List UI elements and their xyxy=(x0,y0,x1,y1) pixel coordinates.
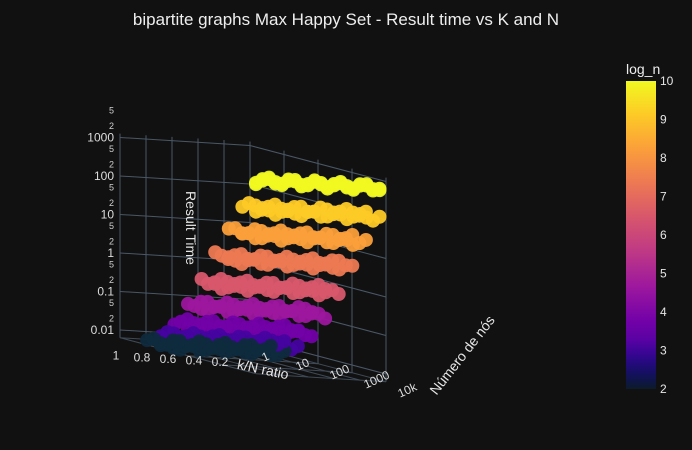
x-tick-label: 0.2 xyxy=(212,355,229,369)
colorbar-tick-label: 3 xyxy=(660,344,667,358)
z-minor-tick-label: 2 xyxy=(109,236,114,246)
colorbar-tick-label: 7 xyxy=(660,190,667,204)
z-tick-label: 0.01 xyxy=(91,323,115,337)
colorbar-tick-label: 2 xyxy=(660,382,667,396)
data-point xyxy=(181,296,195,311)
colorbar-tick-label: 6 xyxy=(660,228,667,242)
data-point xyxy=(221,221,236,236)
x-tick-label: 0.8 xyxy=(134,350,151,364)
data-point xyxy=(140,333,155,348)
z-tick-label: 0.1 xyxy=(97,285,114,299)
floor-gridline xyxy=(221,364,353,374)
x-tick-label: 1 xyxy=(113,349,120,363)
z-minor-tick-label: 5 xyxy=(109,221,114,231)
z-tick-label: 1 xyxy=(107,246,114,260)
y-tick-label: 10k xyxy=(396,379,420,400)
colorbar-title: log_n xyxy=(626,61,660,77)
data-point xyxy=(208,245,223,260)
data-point xyxy=(235,199,250,214)
colorbar-tick-label: 5 xyxy=(660,267,667,281)
z-axis-title: Result Time xyxy=(183,191,199,265)
data-points xyxy=(140,170,387,363)
y-tick-label: 10 xyxy=(294,355,312,373)
colorbar-tick-label: 8 xyxy=(660,151,667,165)
z-minor-tick-label: 2 xyxy=(109,313,114,323)
colorbar-tick-label: 10 xyxy=(660,74,674,88)
colorbar: log_n 2 3 4 5 6 7 8 9 10 xyxy=(626,61,674,396)
colorbar-dark-end xyxy=(626,340,656,389)
z-tick-label: 1000 xyxy=(87,131,114,145)
colorbar-ticks: 2 3 4 5 6 7 8 9 10 xyxy=(660,74,674,396)
chart-title: bipartite graphs Max Happy Set - Result … xyxy=(133,10,559,29)
z-minor-tick-label: 5 xyxy=(109,260,114,270)
y-axis-title: Número de nós xyxy=(426,312,498,397)
colorbar-tick-label: 9 xyxy=(660,113,667,127)
z-minor-tick-label: 2 xyxy=(109,159,114,169)
z-minor-tick-label: 2 xyxy=(109,275,114,285)
x-tick-label: 0.6 xyxy=(160,352,177,366)
floor-gridline xyxy=(255,373,387,383)
z-minor-tick-label: 2 xyxy=(109,198,114,208)
data-point xyxy=(194,271,209,286)
x-tick-label: 0.4 xyxy=(186,354,203,368)
z-minor-tick-label: 5 xyxy=(109,183,114,193)
colorbar-tick-label: 4 xyxy=(660,305,667,319)
z-minor-tick-label: 5 xyxy=(109,106,114,116)
x-axis-ticks: 0.2 0.4 0.6 0.8 1 xyxy=(113,349,229,369)
colorbar-gradient xyxy=(626,81,656,389)
data-point xyxy=(249,175,263,190)
z-tick-label: 10 xyxy=(101,208,115,222)
y-tick-label: 1000 xyxy=(362,368,392,392)
z-gridline xyxy=(119,137,387,182)
z-minor-tick-label: 2 xyxy=(109,121,114,131)
z-tick-label: 100 xyxy=(94,169,114,183)
z-minor-tick-label: 5 xyxy=(109,298,114,308)
z-minor-tick-label: 5 xyxy=(109,144,114,154)
